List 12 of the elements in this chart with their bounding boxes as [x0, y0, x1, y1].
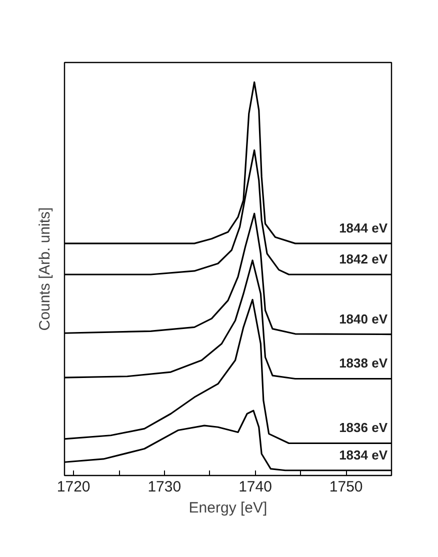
- y-axis-title: Counts [Arb. units]: [36, 207, 54, 331]
- series-label: 1840 eV: [339, 311, 388, 326]
- series-label: 1836 eV: [339, 420, 388, 436]
- series-label: 1844 eV: [339, 220, 388, 236]
- series-label: 1838 eV: [339, 356, 388, 371]
- x-tick-label: 1730: [148, 478, 182, 496]
- x-tick-label: 1740: [238, 478, 272, 496]
- x-tick-label: 1720: [56, 478, 90, 496]
- series-label: 1834 eV: [339, 447, 388, 462]
- x-tick-label: 1750: [329, 478, 363, 496]
- x-axis-title: Energy [eV]: [188, 500, 268, 516]
- series-label: 1842 eV: [339, 252, 388, 267]
